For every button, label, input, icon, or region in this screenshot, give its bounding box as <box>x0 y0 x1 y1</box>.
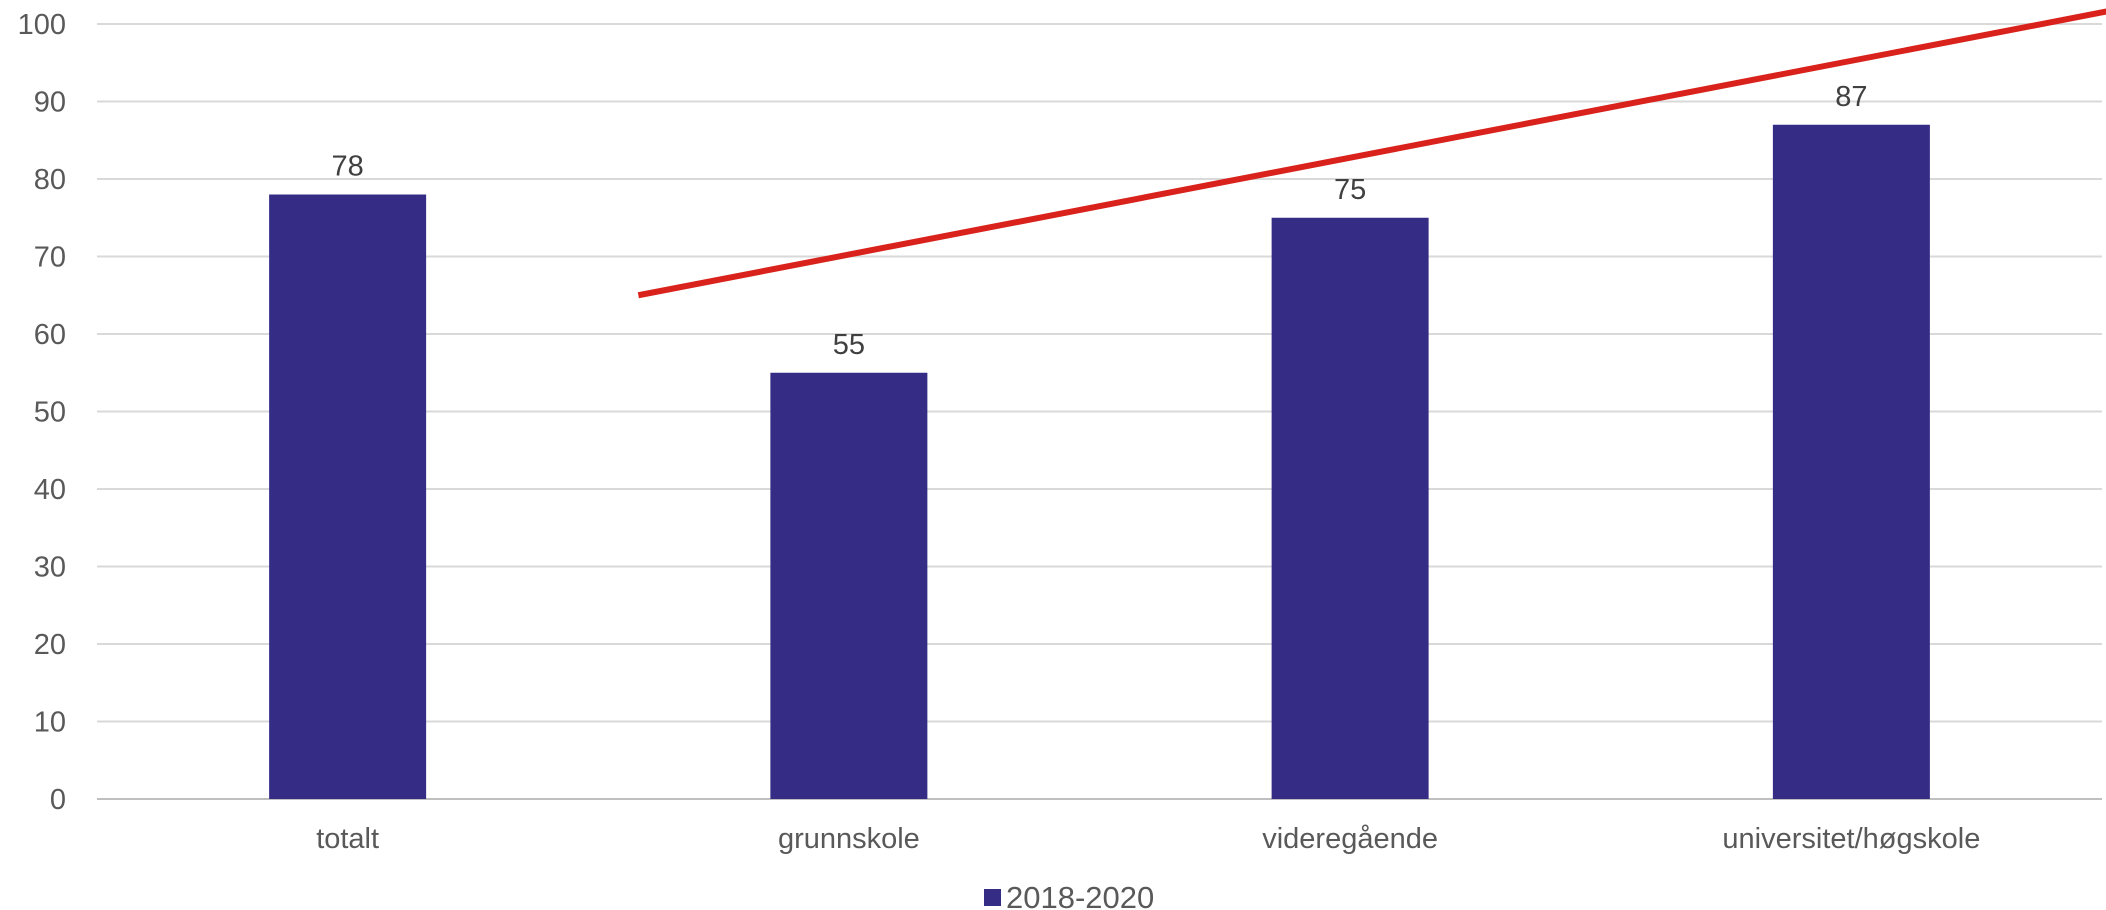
trend-line-group <box>637 8 2106 299</box>
data-label: 75 <box>1334 174 1366 206</box>
bar <box>269 194 427 799</box>
category-label: grunnskole <box>778 823 920 855</box>
data-label: 78 <box>331 151 363 183</box>
x-axis-category-labels: totalt grunnskole videregående universitet/… <box>316 823 1980 855</box>
bars <box>269 124 1930 799</box>
category-label: universitet/høgskole <box>1722 823 1980 855</box>
gridlines <box>97 23 2102 800</box>
data-label: 55 <box>833 329 865 361</box>
data-label: 87 <box>1835 81 1867 113</box>
legend-swatch <box>984 889 1001 906</box>
category-label: videregående <box>1262 823 1438 855</box>
category-label: totalt <box>316 823 379 855</box>
y-tick-label: 90 <box>34 87 66 119</box>
y-tick-label: 80 <box>34 164 66 196</box>
y-tick-label: 60 <box>34 319 66 351</box>
y-tick-label: 50 <box>34 397 66 429</box>
legend: 2018-2020 <box>984 880 1154 910</box>
bar <box>1772 124 1930 799</box>
y-tick-label: 10 <box>34 707 66 739</box>
data-labels: 78 55 75 87 <box>331 81 1867 361</box>
bar <box>770 372 928 799</box>
bar <box>1271 217 1429 799</box>
y-axis-tick-labels: 0 10 20 30 40 50 60 70 80 90 100 <box>18 9 66 816</box>
legend-label: 2018-2020 <box>1006 880 1154 910</box>
y-tick-label: 20 <box>34 629 66 661</box>
y-tick-label: 0 <box>50 784 66 816</box>
y-tick-label: 100 <box>18 9 66 41</box>
y-tick-label: 30 <box>34 552 66 584</box>
y-tick-label: 40 <box>34 474 66 506</box>
y-tick-label: 70 <box>34 242 66 274</box>
trend-line <box>637 8 2106 299</box>
